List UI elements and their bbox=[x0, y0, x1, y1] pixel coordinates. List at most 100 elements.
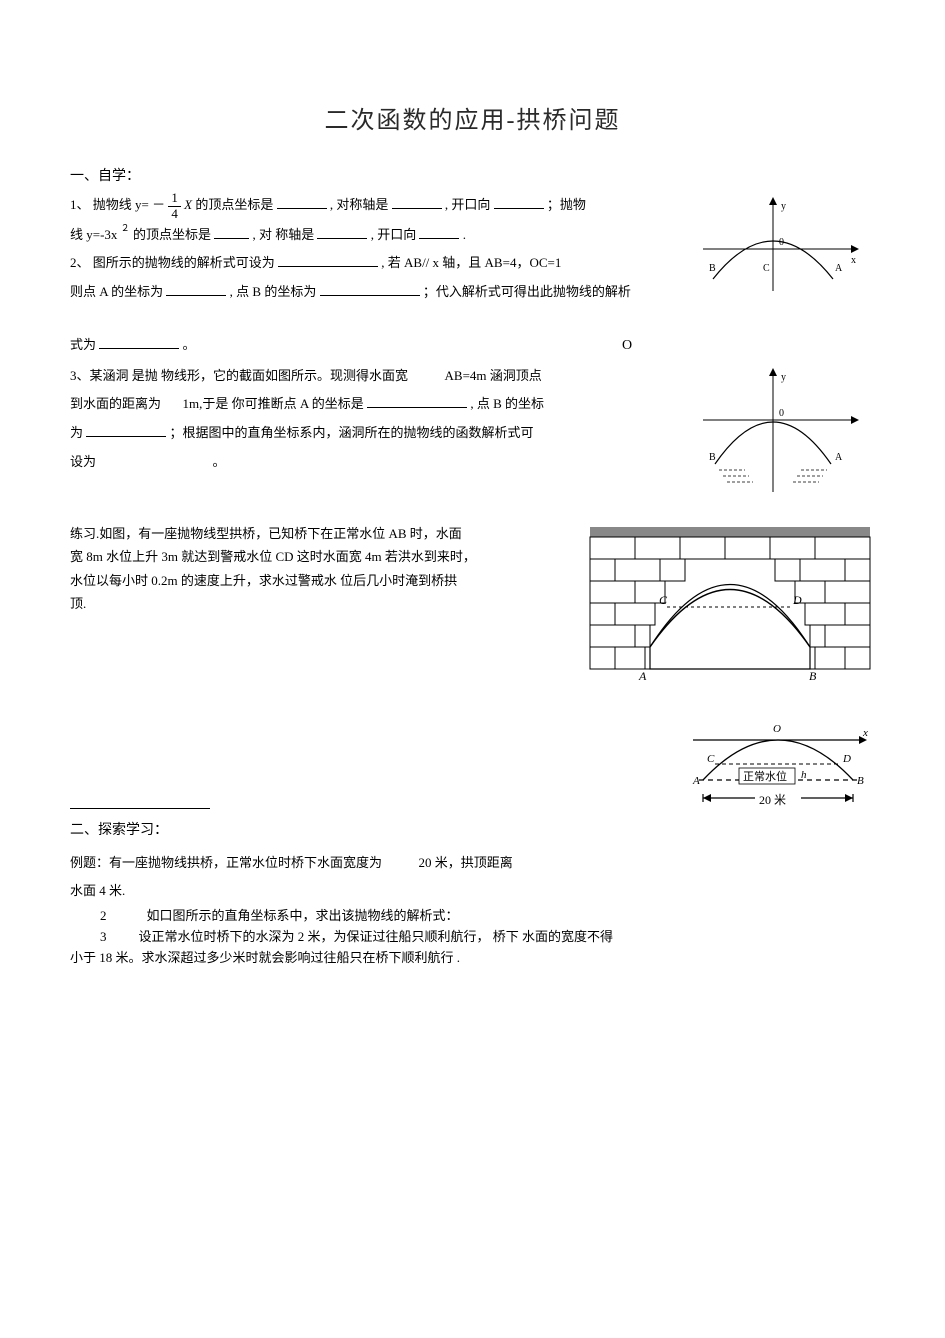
blank-1 bbox=[277, 195, 327, 209]
blank-2 bbox=[392, 195, 442, 209]
q2-line3: 式为 。 O bbox=[70, 331, 875, 362]
blank-13 bbox=[99, 452, 209, 466]
q3-l2a: 到水面的距离为 bbox=[70, 396, 161, 411]
q1-prefix: 1、 抛物线 y= bbox=[70, 197, 152, 212]
fig1-C: C bbox=[763, 263, 770, 274]
example-l1: 例题：有一座抛物线拱桥，正常水位时桥下水面宽度为 20 米，拱顶距离 bbox=[70, 849, 675, 878]
practice-l1: 练习.如图，有一座抛物线型拱桥，已知桥下在正常水位 AB 时，水面 bbox=[70, 522, 575, 545]
q2-l2b: , 点 B 的坐标为 bbox=[230, 284, 320, 299]
bridge-D: D bbox=[792, 593, 802, 607]
q1-l2b: 的顶点坐标是 bbox=[133, 227, 214, 242]
fig2-O: 0 bbox=[779, 408, 784, 419]
q2-l2c: ；代入解析式可得出此抛物线的解析 bbox=[423, 284, 631, 299]
blank-8 bbox=[166, 282, 226, 296]
fig2-A: A bbox=[835, 452, 843, 463]
O-label: O bbox=[622, 338, 632, 353]
ex-l1b: 20 米，拱顶距离 bbox=[419, 855, 513, 870]
ex-item3-num: 3 bbox=[100, 927, 120, 948]
q3-l3b: ；根据图中的直角坐标系内，涵洞所在的抛物线的函数解析式可 bbox=[170, 425, 534, 440]
example-item3: 3 设正常水位时桥下的水深为 2 米，为保证过往船只顺利航行， 桥下 水面的宽度… bbox=[70, 927, 875, 948]
figure-1: y x 0 B C A bbox=[695, 191, 865, 331]
ex-D: D bbox=[842, 753, 851, 765]
ex-x: x bbox=[862, 727, 868, 739]
example-item2: 2 如口图所示的直角坐标系中，求出该抛物线的解析式： bbox=[70, 906, 875, 927]
q3-row: 3、某涵洞 是抛 物线形，它的截面如图所示。现测得水面宽 AB=4m 涵洞顶点 … bbox=[70, 362, 875, 512]
q1-row: 1、 抛物线 y= － 1 4 X 的顶点坐标是 , 对称轴是 , 开口向 ；抛… bbox=[70, 191, 875, 331]
q1-l2a: 线 y=-3x bbox=[70, 227, 117, 242]
q3-l4a: 设为 bbox=[70, 454, 96, 469]
blank-12 bbox=[86, 423, 166, 437]
blank-5 bbox=[317, 225, 367, 239]
q1-frac-num: 1 bbox=[168, 191, 181, 206]
bridge-B: B bbox=[809, 669, 817, 683]
q3-l3a: 为 bbox=[70, 425, 83, 440]
q3-l1b: AB=4m 涵洞顶点 bbox=[445, 368, 542, 383]
q1-x2: X bbox=[184, 197, 192, 212]
fig1-A: A bbox=[835, 263, 843, 274]
practice-l4: 顶. bbox=[70, 592, 575, 615]
example-l2: 水面 4 米. bbox=[70, 877, 875, 906]
fig1-O: 0 bbox=[779, 237, 784, 248]
bridge-A: A bbox=[638, 669, 647, 683]
section1-heading: 一、自学： bbox=[70, 165, 875, 185]
figure-2: y 0 B A bbox=[695, 362, 865, 512]
q1-mid1: 的顶点坐标是 bbox=[195, 197, 276, 212]
practice-l2: 宽 8m 水位上升 3m 就达到警戒水位 CD 这时水面宽 4m 若洪水到来时， bbox=[70, 545, 575, 568]
q1-mid4: ；抛物 bbox=[547, 197, 586, 212]
q2-line1: 2、 图所示的抛物线的解析式可设为 , 若 AB// x 轴，且 AB=4，OC… bbox=[70, 249, 685, 278]
q3-l2b: 1m,于是 你可推断点 A 的坐标是 bbox=[183, 396, 368, 411]
q1-l2c: , 对 称轴是 bbox=[252, 227, 314, 242]
q3-l1a: 3、某涵洞 是抛 物线形，它的截面如图所示。现测得水面宽 bbox=[70, 368, 408, 383]
fig2-y: y bbox=[781, 372, 786, 383]
q1-line1: 1、 抛物线 y= － 1 4 X 的顶点坐标是 , 对称轴是 , 开口向 ；抛… bbox=[70, 191, 685, 221]
q3-line1: 3、某涵洞 是抛 物线形，它的截面如图所示。现测得水面宽 AB=4m 涵洞顶点 bbox=[70, 362, 685, 391]
q3-l4b: 。 bbox=[213, 454, 226, 469]
q3-line4: 设为 。 bbox=[70, 448, 685, 477]
q2-l1a: 2、 图所示的抛物线的解析式可设为 bbox=[70, 255, 278, 270]
q2-l2a: 则点 A 的坐标为 bbox=[70, 284, 166, 299]
q2-l1b: , 若 AB// x 轴，且 AB=4，OC=1 bbox=[381, 255, 561, 270]
fig1-x: x bbox=[851, 255, 856, 266]
practice-l3: 水位以每小时 0.2m 的速度上升，求水过警戒水 位后几小时淹到桥拱 bbox=[70, 569, 575, 592]
q1-minus: － bbox=[152, 197, 165, 212]
blank-6 bbox=[419, 225, 459, 239]
ex-item2-num: 2 bbox=[100, 906, 120, 927]
blank-3 bbox=[494, 195, 544, 209]
ex-B: B bbox=[857, 775, 864, 787]
q2-l3a: 式为 bbox=[70, 337, 99, 352]
blank-7 bbox=[278, 253, 378, 267]
section2-block: 二、探索学习： 例题：有一座抛物线拱桥，正常水位时桥下水面宽度为 20 米，拱顶… bbox=[70, 712, 875, 969]
blank-4 bbox=[214, 225, 249, 239]
ex-label: 正常水位 bbox=[743, 769, 787, 783]
ex-C: C bbox=[707, 753, 715, 765]
section2-heading: 二、探索学习： bbox=[70, 819, 675, 839]
fig1-y: y bbox=[781, 201, 786, 212]
ex-A: A bbox=[692, 775, 700, 787]
page-title: 二次函数的应用-拱桥问题 bbox=[70, 100, 875, 135]
fig2-B: B bbox=[709, 452, 716, 463]
q1-line2: 线 y=-3x ２ 的顶点坐标是 , 对 称轴是 , 开口向 . bbox=[70, 221, 685, 250]
ex-width: 20 米 bbox=[759, 793, 786, 807]
blank-9 bbox=[320, 282, 420, 296]
bridge-C: C bbox=[659, 593, 668, 607]
q2-line2: 则点 A 的坐标为 , 点 B 的坐标为 ；代入解析式可得出此抛物线的解析 bbox=[70, 278, 685, 307]
fig1-B: B bbox=[709, 263, 716, 274]
q2-l3b: 。 bbox=[183, 337, 196, 352]
q3-l2c: , 点 B 的坐标 bbox=[470, 396, 544, 411]
ex-h: h bbox=[801, 769, 807, 781]
q3-line3: 为 ；根据图中的直角坐标系内，涵洞所在的抛物线的函数解析式可 bbox=[70, 419, 685, 448]
example-item3c: 小于 18 米。求水深超过多少米时就会影响过往船只在桥下顺利航行 . bbox=[70, 948, 875, 969]
q1-mid3: , 开口向 bbox=[445, 197, 491, 212]
blank-10 bbox=[99, 335, 179, 349]
q1-frac: 1 4 bbox=[168, 191, 181, 221]
divider bbox=[70, 808, 210, 809]
q1-l2d: , 开口向 bbox=[371, 227, 420, 242]
q3-line2: 到水面的距离为 1m,于是 你可推断点 A 的坐标是 , 点 B 的坐标 bbox=[70, 390, 685, 419]
practice-block: 练习.如图，有一座抛物线型拱桥，已知桥下在正常水位 AB 时，水面 宽 8m 水… bbox=[70, 522, 875, 692]
figure-bridge: C D A B bbox=[585, 522, 875, 692]
q1-l2e: . bbox=[463, 227, 466, 242]
ex-item3-text: 设正常水位时桥下的水深为 2 米，为保证过往船只顺利航行， 桥下 水面的宽度不得 bbox=[139, 929, 614, 944]
ex-item2-text: 如口图所示的直角坐标系中，求出该抛物线的解析式： bbox=[147, 908, 459, 923]
q1-mid2: , 对称轴是 bbox=[330, 197, 389, 212]
ex-O: O bbox=[773, 723, 781, 735]
